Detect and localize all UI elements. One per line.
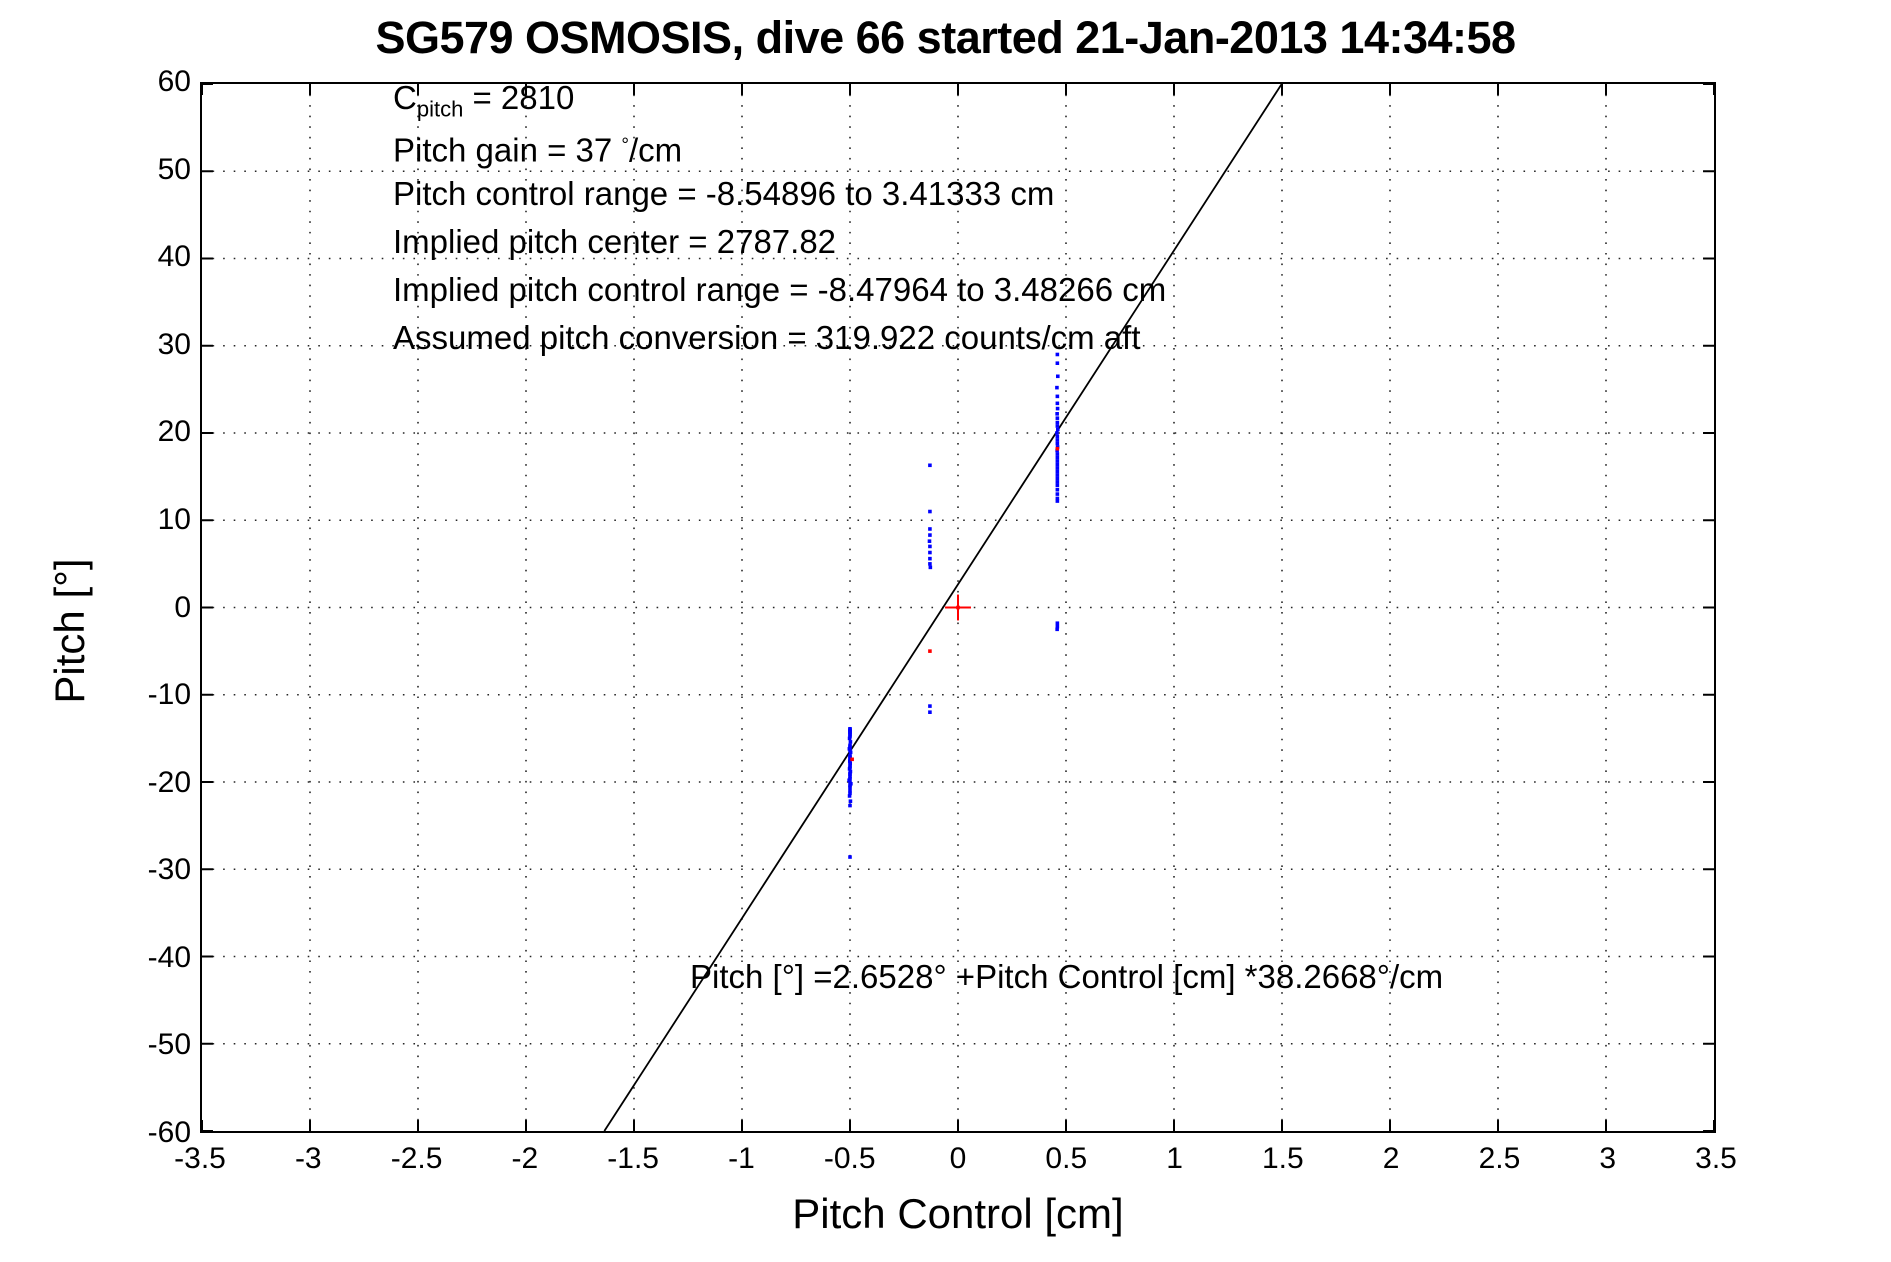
series-pitch-observations [847, 352, 1060, 859]
y-tick-label: 20 [157, 415, 191, 449]
series-cluster-means [850, 446, 1060, 762]
x-tick-label: 1.5 [1261, 1142, 1304, 1175]
x-tick-label: 2 [1382, 1142, 1400, 1175]
y-axis-label: Pitch [°] [46, 558, 93, 704]
y-tick-label: 10 [157, 502, 191, 536]
y-tick-label: -60 [147, 1116, 191, 1149]
page-title: SG579 OSMOSIS, dive 66 started 21-Jan-20… [375, 12, 1516, 63]
series-pitch-center-marker [945, 594, 971, 621]
data-layer [603, 84, 1283, 1131]
y-tick-label: -10 [147, 678, 191, 712]
grid-layer [202, 84, 1714, 1131]
x-tick-label: 0 [949, 1142, 967, 1175]
x-tick-label: 3.5 [1695, 1142, 1737, 1175]
y-tick-label: 30 [157, 327, 191, 361]
x-tick-label: -1.5 [607, 1142, 659, 1175]
y-tick-label: -20 [147, 765, 191, 799]
y-tick-label: 40 [157, 240, 191, 274]
x-tick-label: -2 [511, 1142, 539, 1175]
y-tick-label: 60 [157, 65, 191, 98]
x-tick-label: 1 [1166, 1142, 1183, 1175]
y-tick-label: -50 [147, 1028, 191, 1062]
x-tick-label: -0.5 [823, 1142, 876, 1175]
y-tick-label: 0 [174, 590, 191, 624]
y-tick-label: -40 [147, 940, 191, 974]
x-tick-label: -3 [294, 1142, 322, 1175]
x-tick-label: -3.5 [174, 1142, 226, 1175]
plot-area [200, 82, 1716, 1133]
x-axis-label: Pitch Control [cm] [792, 1190, 1124, 1237]
y-tick-label: -30 [147, 853, 191, 887]
x-tick-label: 2.5 [1478, 1142, 1521, 1175]
y-tick-label: 50 [157, 152, 191, 186]
x-tick-label: -1 [728, 1142, 755, 1175]
x-tick-label: 3 [1599, 1142, 1617, 1175]
x-tick-label: -2.5 [390, 1142, 443, 1175]
x-tick-label: 0.5 [1045, 1142, 1088, 1175]
